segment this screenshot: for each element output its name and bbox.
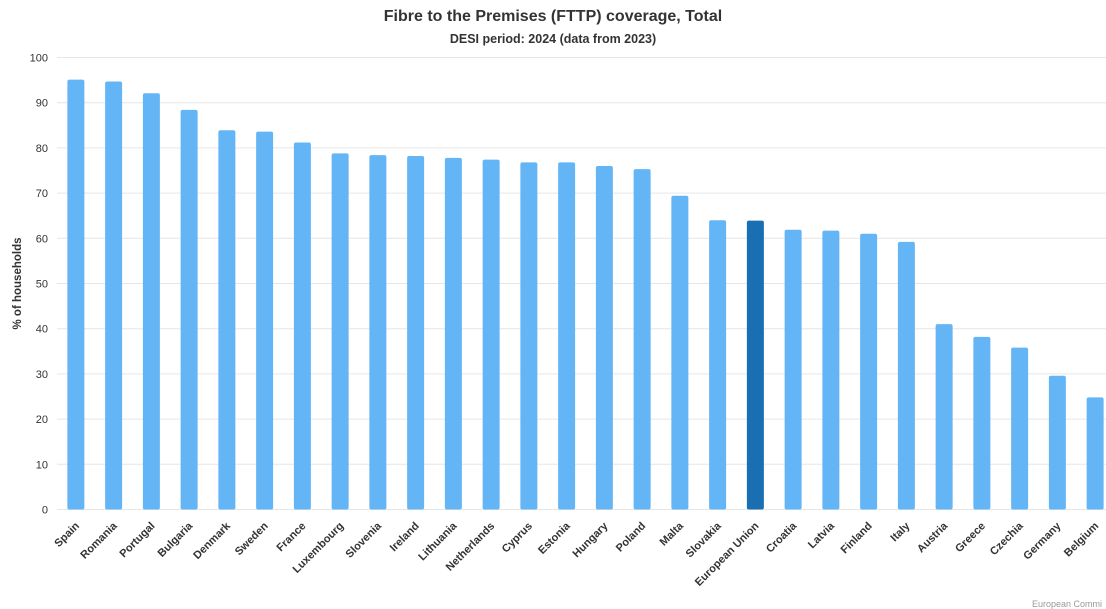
x-tick-label: Slovenia [344, 520, 385, 561]
x-tick-label: Sweden [233, 520, 271, 558]
x-tick-label: Finland [839, 520, 875, 556]
credit-text[interactable]: European Commi [1031, 599, 1102, 609]
x-tick-label: Portugal [117, 520, 157, 560]
x-tick-label: Latvia [806, 520, 838, 552]
bar[interactable] [67, 79, 85, 510]
bar[interactable] [860, 233, 878, 510]
x-tick-label: Greece [953, 520, 988, 555]
bar[interactable] [444, 157, 462, 510]
x-tick-label: Denmark [191, 520, 233, 562]
bar[interactable] [1011, 347, 1029, 510]
x-tick-label: Ireland [388, 520, 422, 554]
x-tick-label: Italy [888, 520, 913, 545]
bar[interactable] [709, 220, 727, 510]
x-tick-label: Spain [52, 520, 82, 550]
x-tick-label: Estonia [536, 520, 573, 557]
bar[interactable] [973, 336, 991, 510]
y-tick-label: 0 [42, 505, 48, 517]
bar[interactable] [482, 159, 500, 510]
bar[interactable] [595, 165, 613, 510]
bar[interactable] [218, 130, 236, 510]
x-tick-label: Belgium [1062, 520, 1101, 559]
y-tick-label: 40 [36, 324, 48, 336]
x-tick-label: Germany [1021, 520, 1064, 563]
x-tick-label: Czechia [988, 520, 1027, 559]
bar[interactable] [293, 142, 311, 510]
x-tick-label: Hungary [570, 520, 611, 561]
bar[interactable] [784, 229, 802, 510]
y-tick-label: 100 [30, 53, 48, 65]
bar[interactable] [369, 155, 387, 510]
bar[interactable] [142, 93, 160, 510]
x-tick-label: Romania [78, 520, 120, 562]
x-tick-label: Croatia [764, 520, 800, 556]
x-tick-label: Austria [915, 520, 951, 556]
bar[interactable] [180, 109, 198, 510]
bar[interactable] [558, 162, 576, 510]
bar[interactable] [256, 131, 274, 510]
bar[interactable] [633, 169, 651, 510]
x-tick-label: Malta [658, 520, 687, 549]
bar[interactable] [407, 156, 425, 510]
bar[interactable] [671, 195, 689, 510]
chart-subtitle: DESI period: 2024 (data from 2023) [449, 32, 657, 46]
y-axis-title: % of households [12, 238, 24, 330]
y-tick-label: 30 [36, 369, 48, 381]
x-tick-label: Bulgaria [156, 520, 196, 560]
bar[interactable] [1048, 375, 1066, 510]
bar[interactable] [822, 230, 840, 510]
bar[interactable] [105, 81, 123, 510]
y-tick-label: 90 [36, 98, 48, 110]
y-tick-label: 70 [36, 188, 48, 200]
bar[interactable] [897, 241, 915, 510]
y-tick-label: 50 [36, 279, 48, 291]
x-tick-label: Cyprus [500, 520, 535, 555]
y-tick-label: 80 [36, 143, 48, 155]
x-tick-label: Poland [614, 520, 648, 554]
y-tick-label: 10 [36, 459, 48, 471]
x-tick-label: France [274, 520, 308, 554]
y-tick-label: 20 [36, 414, 48, 426]
y-tick-label: 60 [36, 233, 48, 245]
bar[interactable] [520, 162, 538, 510]
bar[interactable] [331, 153, 349, 510]
x-tick-label: European Union [693, 520, 762, 589]
bar[interactable] [935, 324, 953, 510]
bar[interactable] [1086, 397, 1104, 510]
chart-title: Fibre to the Premises (FTTP) coverage, T… [383, 8, 723, 25]
bar[interactable] [746, 220, 764, 510]
